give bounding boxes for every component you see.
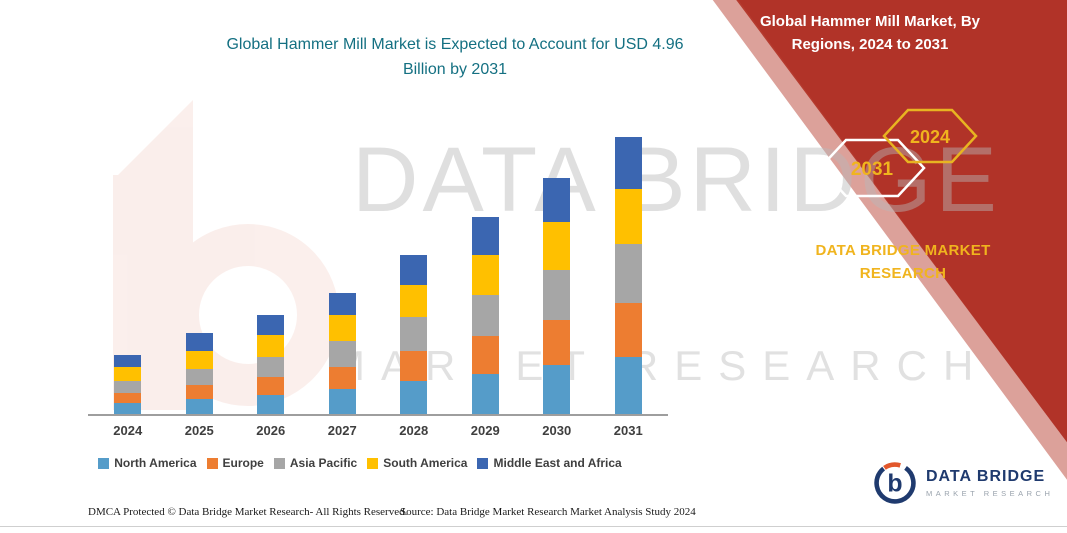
bar-column: [92, 355, 164, 415]
company-name: DATA BRIDGE: [926, 468, 1046, 485]
bar-segment-south-america: [471, 255, 499, 295]
bar-segment-asia-pacific: [471, 295, 499, 336]
x-axis-label: 2028: [399, 423, 429, 438]
legend-item: Asia Pacific: [273, 456, 358, 470]
hexagon-2024-label: 2024: [910, 127, 950, 147]
chart-title: Global Hammer Mill Market is Expected to…: [226, 36, 684, 78]
bar-segment-middle-east-and-africa: [614, 137, 642, 189]
hexagon-badges: 2031 2024: [818, 108, 978, 198]
banner-brand-text: DATA BRIDGE MARKET RESEARCH: [815, 242, 991, 282]
bar-segment-south-america: [114, 367, 142, 381]
bar-segment-north-america: [114, 403, 142, 415]
bar-segment-south-america: [185, 351, 213, 369]
watermark-text-2: MARKET RESEARCH: [330, 342, 990, 389]
banner-heading: Global Hammer Mill Market, By Regions, 2…: [759, 13, 981, 54]
x-axis-label: 2031: [613, 423, 643, 438]
bar-segment-asia-pacific: [400, 317, 428, 351]
x-axis-line: [88, 414, 668, 416]
bar-segment-middle-east-and-africa: [328, 293, 356, 315]
bar-segment-north-america: [185, 399, 213, 415]
company-logo-text: DATA BRIDGE MARKET RESEARCH: [926, 468, 1053, 498]
legend-item: Middle East and Africa: [477, 456, 622, 470]
legend-swatch: [273, 457, 285, 469]
legend-label: Asia Pacific: [289, 456, 358, 470]
hexagon-2031-label: 2031: [851, 159, 894, 180]
bar-column: [378, 255, 450, 415]
legend-label: Middle East and Africa: [493, 456, 622, 470]
legend-swatch: [367, 457, 379, 469]
bar-segment-middle-east-and-africa: [471, 217, 499, 255]
legend-item: North America: [98, 456, 197, 470]
bar-segment-europe: [400, 351, 428, 381]
bar-column: [164, 333, 236, 415]
bar-plot: [92, 135, 664, 415]
bar-segment-north-america: [614, 357, 642, 415]
bar-segment-europe: [185, 385, 213, 399]
legend-swatch: [98, 457, 110, 469]
data-bridge-logo-icon: b: [874, 462, 916, 504]
bar-column: [521, 178, 593, 415]
x-axis-label: 2024: [113, 423, 143, 438]
bar-segment-middle-east-and-africa: [114, 355, 142, 367]
legend-label: Europe: [222, 456, 264, 470]
hexagon-2024-shape: [882, 108, 978, 164]
x-axis-label: 2030: [542, 423, 572, 438]
bar-column: [235, 315, 307, 415]
watermark-text-1: DATA BRIDGE: [352, 129, 1001, 231]
bar-segment-europe: [471, 336, 499, 374]
bar-segment-asia-pacific: [114, 381, 142, 393]
bar-segment-middle-east-and-africa: [400, 255, 428, 285]
bar-segment-south-america: [400, 285, 428, 317]
bar-segment-asia-pacific: [257, 357, 285, 377]
legend-label: South America: [383, 456, 468, 470]
watermark-logo: [113, 100, 339, 410]
bar-segment-asia-pacific: [614, 244, 642, 303]
bar-segment-middle-east-and-africa: [257, 315, 285, 335]
bar-segment-south-america: [328, 315, 356, 341]
bar-segment-europe: [328, 367, 356, 389]
bar-segment-asia-pacific: [185, 369, 213, 385]
bar-segment-north-america: [543, 365, 571, 415]
bar-segment-europe: [614, 303, 642, 357]
bar-column: [593, 137, 665, 415]
bar-segment-middle-east-and-africa: [185, 333, 213, 351]
bar-segment-south-america: [543, 222, 571, 270]
bar-segment-europe: [114, 393, 142, 403]
bar-segment-asia-pacific: [543, 270, 571, 320]
legend-item: South America: [367, 456, 467, 470]
legend-swatch: [206, 457, 218, 469]
bar-segment-asia-pacific: [328, 341, 356, 367]
footer-divider: [0, 526, 1067, 527]
x-axis-label: 2026: [256, 423, 286, 438]
bar-segment-north-america: [328, 389, 356, 415]
chart-legend: North America Europe Asia Pacific South Ame…: [45, 456, 675, 470]
bar-segment-middle-east-and-africa: [543, 178, 571, 222]
svg-text:b: b: [887, 470, 902, 497]
company-logo-block: b DATA BRIDGE MARKET RESEARCH: [872, 460, 1053, 506]
x-axis-label: 2025: [184, 423, 214, 438]
bar-segment-north-america: [471, 374, 499, 415]
bar-column: [450, 217, 522, 415]
legend-item: Europe: [206, 456, 264, 470]
source-note: Source: Data Bridge Market Research Mark…: [400, 506, 696, 518]
legend-label: North America: [114, 456, 197, 470]
bar-column: [307, 293, 379, 415]
bar-segment-north-america: [400, 381, 428, 415]
dmca-notice: DMCA Protected © Data Bridge Market Rese…: [88, 506, 408, 518]
bar-segment-europe: [543, 320, 571, 365]
x-axis-label: 2027: [327, 423, 357, 438]
x-axis-labels: 2024 2025 2026 2027 2028 2029 2030 2031: [92, 423, 664, 438]
x-axis-label: 2029: [470, 423, 500, 438]
company-subtitle: MARKET RESEARCH: [926, 489, 1054, 498]
hexagon-2031-shape: [818, 138, 926, 198]
bar-segment-south-america: [257, 335, 285, 357]
legend-swatch: [477, 457, 489, 469]
bar-segment-europe: [257, 377, 285, 395]
bar-segment-north-america: [257, 395, 285, 415]
bar-segment-south-america: [614, 189, 642, 244]
